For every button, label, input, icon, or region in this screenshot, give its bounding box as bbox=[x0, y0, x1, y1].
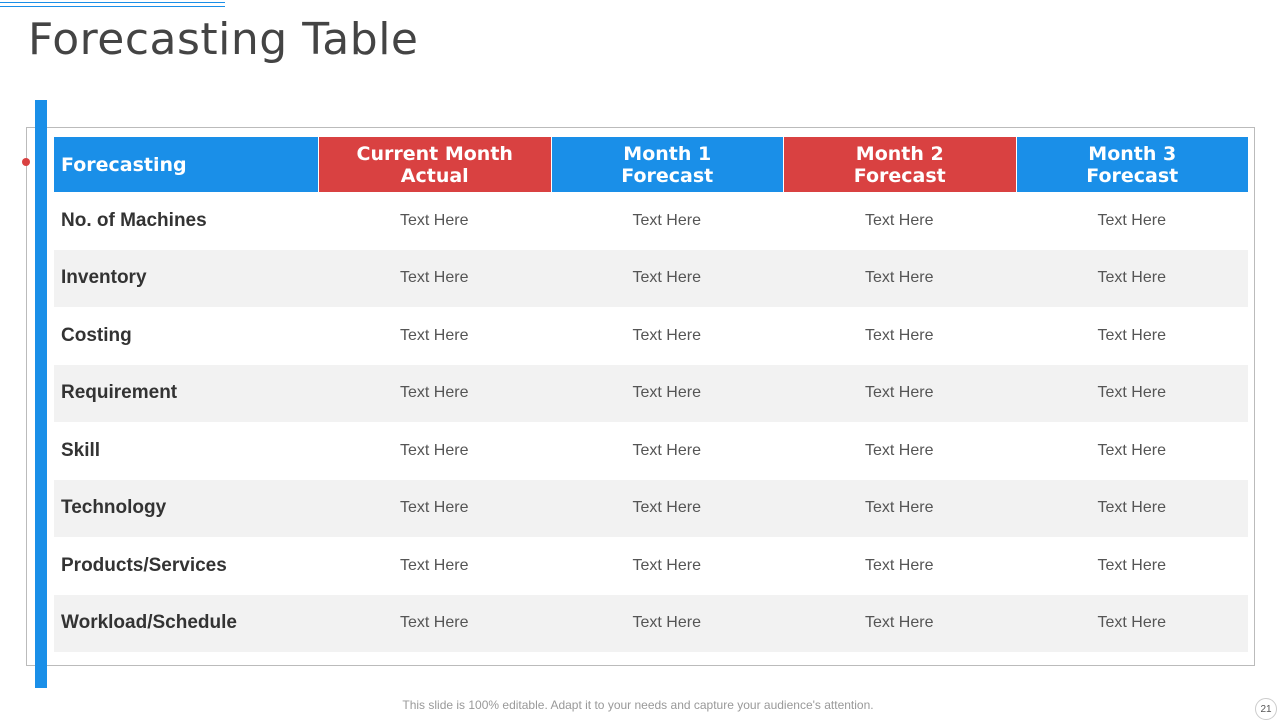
row-label: No. of Machines bbox=[61, 209, 207, 231]
table-cell: Text Here bbox=[632, 211, 701, 229]
table-cell: Text Here bbox=[400, 326, 469, 344]
row-label: Technology bbox=[61, 497, 167, 519]
header-cell: Month 1 Forecast bbox=[550, 137, 783, 192]
table-row: Technology Text Here Text Here Text Here Tex… bbox=[54, 479, 1248, 537]
table-row: Requirement Text Here Text Here Text Here Te… bbox=[54, 364, 1248, 422]
slide-title: Forecasting Table bbox=[28, 14, 419, 65]
table-cell: Text Here bbox=[400, 384, 469, 402]
table-cell: Text Here bbox=[865, 441, 934, 459]
header-text: Month 1 Forecast bbox=[621, 142, 714, 187]
table-cell: Text Here bbox=[632, 326, 701, 344]
table-cell: Text Here bbox=[1097, 269, 1166, 287]
table-cell: Text Here bbox=[865, 499, 934, 517]
table-cell: Text Here bbox=[400, 556, 469, 574]
table-cell: Text Here bbox=[632, 441, 701, 459]
row-label: Workload/Schedule bbox=[61, 612, 237, 634]
table-cell: Text Here bbox=[632, 614, 701, 632]
table-cell: Text Here bbox=[1097, 556, 1166, 574]
table-cell: Text Here bbox=[865, 326, 934, 344]
table-row: No. of Machines Text Here Text Here Text He… bbox=[54, 192, 1248, 250]
table-cell: Text Here bbox=[865, 269, 934, 287]
table-cell: Text Here bbox=[632, 384, 701, 402]
table-frame bbox=[26, 127, 1255, 666]
header-text: Month 3 Forecast bbox=[1086, 142, 1179, 187]
table-cell: Text Here bbox=[400, 269, 469, 287]
table-row: Skill Text Here Text Here Text Here Text Her… bbox=[54, 422, 1248, 480]
row-label: Costing bbox=[61, 324, 132, 346]
header-cell: Current Month Actual bbox=[318, 137, 551, 192]
header-text: Month 2 Forecast bbox=[853, 142, 946, 187]
table-cell: Text Here bbox=[1097, 441, 1166, 459]
header-cell: Month 3 Forecast bbox=[1015, 137, 1248, 192]
table-row: Costing Text Here Text Here Text Here Text H… bbox=[54, 307, 1248, 365]
table-cell: Text Here bbox=[1097, 614, 1166, 632]
table-cell: Text Here bbox=[400, 441, 469, 459]
table-cell: Text Here bbox=[865, 614, 934, 632]
row-label: Skill bbox=[61, 439, 101, 461]
table-row: Products/Services Text Here Text Here Text … bbox=[54, 537, 1248, 595]
header-text: Current Month Actual bbox=[356, 142, 513, 187]
row-label: Inventory bbox=[61, 267, 147, 289]
table-cell: Text Here bbox=[1097, 499, 1166, 517]
row-label: Requirement bbox=[61, 382, 178, 404]
table-cell: Text Here bbox=[1097, 326, 1166, 344]
table-cell: Text Here bbox=[865, 384, 934, 402]
deco-line bbox=[0, 6, 225, 7]
accent-bar bbox=[35, 100, 47, 688]
table-cell: Text Here bbox=[1097, 384, 1166, 402]
table-row: Workload/Schedule Text Here Text Here Text … bbox=[54, 594, 1248, 652]
footer-note: This slide is 100% editable. Adapt it to… bbox=[402, 698, 874, 712]
table-cell: Text Here bbox=[865, 556, 934, 574]
header-cell: Month 2 Forecast bbox=[783, 137, 1016, 192]
page-number: 21 bbox=[1255, 698, 1277, 720]
row-label: Products/Services bbox=[61, 554, 227, 576]
table-cell: Text Here bbox=[400, 211, 469, 229]
header-text: Forecasting bbox=[61, 153, 187, 176]
table-row: Inventory Text Here Text Here Text Here Text… bbox=[54, 249, 1248, 307]
table-cell: Text Here bbox=[1097, 211, 1166, 229]
table-cell: Text Here bbox=[632, 499, 701, 517]
table-cell: Text Here bbox=[865, 211, 934, 229]
header-cell: Forecasting bbox=[54, 137, 318, 192]
header-row: Forecasting Current Month Actual Month 1 F… bbox=[54, 137, 1248, 192]
deco-line bbox=[0, 2, 225, 3]
table-cell: Text Here bbox=[400, 614, 469, 632]
table-cell: Text Here bbox=[632, 556, 701, 574]
table-cell: Text Here bbox=[632, 269, 701, 287]
accent-dot bbox=[22, 158, 30, 166]
table: Forecasting Current Month Actual Month 1 F… bbox=[54, 137, 1248, 652]
table-cell: Text Here bbox=[400, 499, 469, 517]
